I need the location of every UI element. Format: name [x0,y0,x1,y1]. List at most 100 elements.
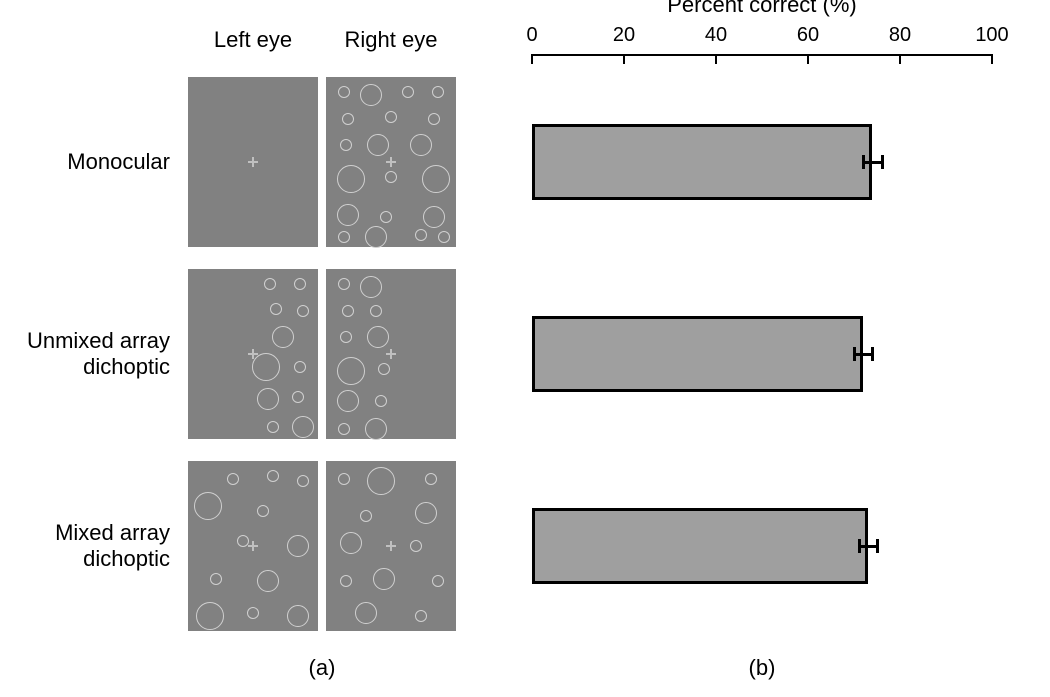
bar-mixed [532,456,992,636]
axis-tick [899,54,901,64]
stimulus-circle [432,575,444,587]
stimulus-unmixed-right [326,269,456,439]
row-label-unmixed: Unmixed array dichoptic [20,328,180,381]
stimulus-circle [287,605,309,627]
stimulus-circle [340,331,352,343]
stimulus-circle [257,388,279,410]
stimulus-circle [272,326,294,348]
stimulus-circle [342,305,354,317]
stimulus-circle [287,535,309,557]
row-label-monocular: Monocular [20,149,180,175]
fixation-cross [248,157,258,167]
axis-tick-label: 60 [797,24,819,47]
stimulus-circle [337,357,365,385]
stimulus-circle [370,305,382,317]
stimulus-circle [375,395,387,407]
stimulus-circle [422,165,450,193]
stimulus-circle [373,568,395,590]
stimulus-circle [267,421,279,433]
stimulus-circle [365,418,387,440]
stimulus-circle [267,470,279,482]
fixation-cross [386,157,396,167]
stimulus-circle [337,204,359,226]
stimulus-circle [340,139,352,151]
stimulus-circle [380,211,392,223]
col-header-right: Right eye [326,27,456,53]
axis-line [532,54,992,56]
chart-title: Percent correct (%) [667,0,857,18]
stimulus-circle [337,165,365,193]
stimulus-circle [338,86,350,98]
stimulus-circle [210,573,222,585]
bar [532,316,863,392]
stimulus-circle [428,113,440,125]
axis-tick [715,54,717,64]
stimulus-circle [338,473,350,485]
stimulus-monocular-right [326,77,456,247]
stimulus-circle [367,326,389,348]
stimulus-mixed-right [326,461,456,631]
stimulus-circle [355,602,377,624]
stimulus-circle [338,423,350,435]
stimulus-circle [438,231,450,243]
stimulus-circle [423,206,445,228]
stimulus-circle [227,473,239,485]
stimulus-monocular-left [188,77,318,247]
stimulus-circle [257,505,269,517]
bar-monocular [532,72,992,252]
bar [532,508,868,584]
stimulus-circle [340,575,352,587]
stimulus-circle [297,305,309,317]
axis-tick [991,54,993,64]
stimulus-circle [297,475,309,487]
stimulus-circle [337,390,359,412]
stimulus-circle [367,467,395,495]
axis-tick-label: 40 [705,24,727,47]
stimulus-circle [292,416,314,438]
sublabel-b: (b) [532,655,992,681]
axis-tick [807,54,809,64]
stimulus-circle [294,278,306,290]
axis-tick-label: 80 [889,24,911,47]
stimulus-mixed-left [188,461,318,631]
stimulus-circle [247,607,259,619]
stimulus-circle [292,391,304,403]
bar-unmixed [532,264,992,444]
chart-axis: Percent correct (%) 020406080100 [532,10,992,70]
stimulus-circle [237,535,249,547]
stimulus-circle [340,532,362,554]
stimulus-circle [360,510,372,522]
axis-tick [531,54,533,64]
axis-tick-label: 100 [975,24,1008,47]
bar [532,124,872,200]
stimulus-unmixed-left [188,269,318,439]
stimulus-circle [425,473,437,485]
sublabel-a: (a) [188,655,456,681]
stimulus-circle [264,278,276,290]
stimulus-circle [360,84,382,106]
col-header-left: Left eye [188,27,318,53]
stimulus-circle [294,361,306,373]
axis-tick [623,54,625,64]
stimulus-circle [378,363,390,375]
stimulus-circle [338,278,350,290]
stimulus-circle [415,610,427,622]
stimulus-circle [270,303,282,315]
fixation-cross [386,541,396,551]
stimulus-circle [385,171,397,183]
row-label-mixed: Mixed array dichoptic [20,520,180,573]
stimulus-circle [402,86,414,98]
stimulus-circle [257,570,279,592]
stimulus-circle [385,111,397,123]
axis-tick-label: 0 [526,24,537,47]
stimulus-circle [194,492,222,520]
stimulus-circle [338,231,350,243]
fixation-cross [248,541,258,551]
stimulus-circle [410,540,422,552]
stimulus-circle [367,134,389,156]
stimulus-circle [410,134,432,156]
fixation-cross [386,349,396,359]
stimulus-circle [365,226,387,248]
stimulus-circle [432,86,444,98]
figure: Left eye Right eye Percent correct (%) 0… [20,20,1030,688]
